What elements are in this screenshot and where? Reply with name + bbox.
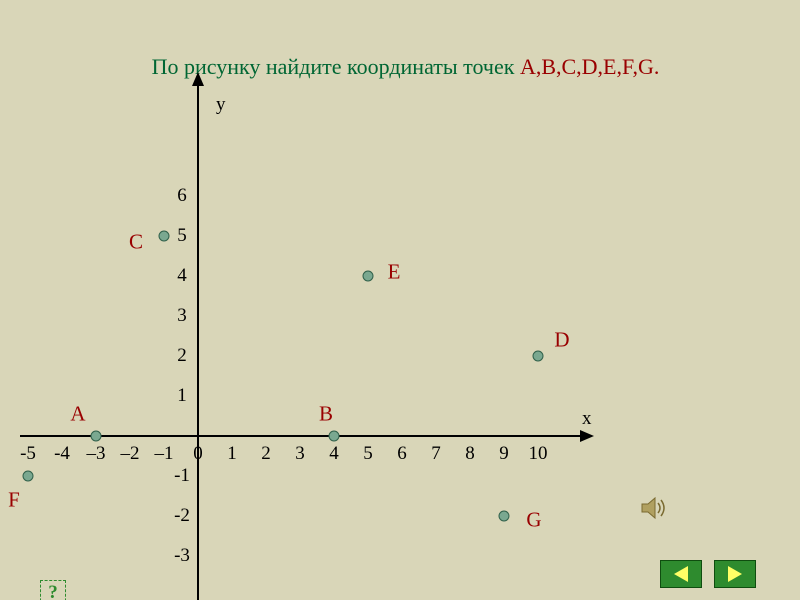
title-points-list: А,В,С,D,E,F,G. xyxy=(520,54,659,79)
y-tick: 5 xyxy=(177,225,187,247)
y-tick: -3 xyxy=(174,545,190,567)
point-A xyxy=(91,431,102,442)
point-C xyxy=(159,231,170,242)
sound-icon[interactable] xyxy=(640,495,670,521)
x-tick: –1 xyxy=(155,443,174,465)
x-tick: –2 xyxy=(121,443,140,465)
y-tick: 2 xyxy=(177,345,187,367)
point-label-G: G xyxy=(526,508,541,533)
y-axis xyxy=(197,86,199,600)
x-tick: 6 xyxy=(397,443,407,465)
y-axis-label: у xyxy=(216,94,226,116)
point-label-A: А xyxy=(70,402,85,427)
x-tick: 3 xyxy=(295,443,305,465)
point-F xyxy=(23,471,34,482)
prev-slide-button[interactable] xyxy=(660,560,702,588)
point-E xyxy=(363,271,374,282)
x-tick: 5 xyxy=(363,443,373,465)
help-glyph: ? xyxy=(48,582,58,600)
point-label-B: В xyxy=(319,402,333,427)
x-axis xyxy=(20,435,580,437)
x-tick: 2 xyxy=(261,443,271,465)
point-label-F: F xyxy=(8,488,20,513)
x-tick: -5 xyxy=(20,443,36,465)
point-G xyxy=(499,511,510,522)
help-icon[interactable]: ? xyxy=(40,580,66,600)
y-tick: 6 xyxy=(177,185,187,207)
x-tick: 9 xyxy=(499,443,509,465)
y-tick: 4 xyxy=(177,265,187,287)
y-axis-arrow xyxy=(192,72,204,86)
x-axis-arrow xyxy=(580,430,594,442)
title-prefix: По рисунку найдите координаты точек xyxy=(152,54,520,79)
point-B xyxy=(329,431,340,442)
y-tick: 3 xyxy=(177,305,187,327)
point-label-E: E xyxy=(388,260,401,285)
x-axis-label: х xyxy=(582,408,592,430)
x-tick: 8 xyxy=(465,443,475,465)
task-title: По рисунку найдите координаты точек А,В,… xyxy=(0,28,800,80)
x-tick: 10 xyxy=(529,443,548,465)
y-tick: -1 xyxy=(174,465,190,487)
y-tick: -2 xyxy=(174,505,190,527)
x-tick: 0 xyxy=(193,443,203,465)
point-label-D: D xyxy=(554,328,569,353)
next-slide-button[interactable] xyxy=(714,560,756,588)
x-tick: 7 xyxy=(431,443,441,465)
x-tick: 4 xyxy=(329,443,339,465)
x-tick: -4 xyxy=(54,443,70,465)
point-label-C: С xyxy=(129,230,143,255)
x-tick: –3 xyxy=(87,443,106,465)
point-D xyxy=(533,351,544,362)
y-tick: 1 xyxy=(177,385,187,407)
x-tick: 1 xyxy=(227,443,237,465)
